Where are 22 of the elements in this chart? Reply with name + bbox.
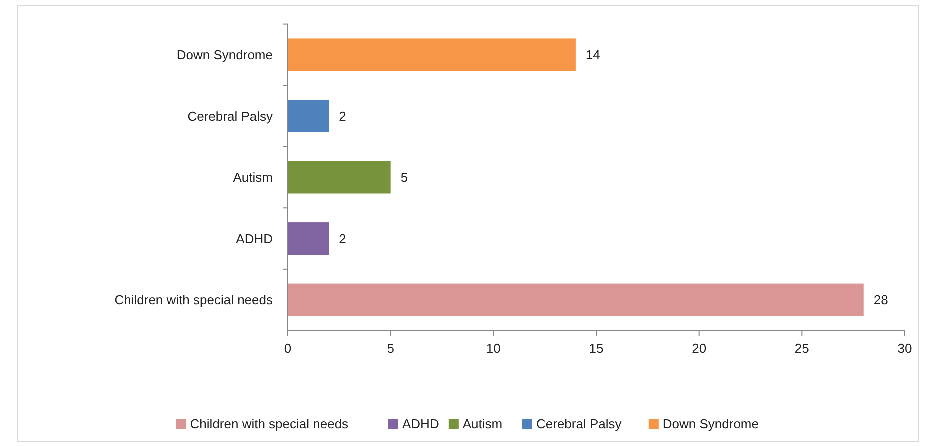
x-tick-label: 10 — [486, 341, 501, 356]
data-label: 2 — [339, 231, 346, 246]
data-label: 2 — [339, 108, 346, 124]
x-tick-label: 30 — [898, 341, 912, 356]
x-tick-label: 15 — [589, 341, 604, 356]
legend-label: Children with special needs — [190, 416, 350, 432]
x-tick-label: 0 — [284, 341, 292, 356]
y-tick-label: Down Syndrome — [176, 47, 273, 62]
legend-label: Cerebral Palsy — [536, 416, 622, 432]
x-tick-label: 20 — [692, 341, 707, 356]
legend-label: Down Syndrome — [662, 416, 760, 432]
y-tick-label: Children with special needs — [114, 292, 274, 308]
legend-label: ADHD — [402, 416, 440, 432]
data-label: 14 — [586, 47, 600, 62]
x-tick-label: 25 — [794, 341, 810, 356]
y-tick-label: Cerebral Palsy — [188, 108, 274, 124]
y-tick-label: Autism — [233, 170, 273, 186]
y-tick-label: ADHD — [236, 231, 273, 246]
legend-label: Autism — [462, 416, 503, 432]
data-label: 5 — [400, 170, 408, 186]
data-label: 28 — [874, 292, 888, 308]
x-tick-label: 5 — [387, 341, 394, 356]
